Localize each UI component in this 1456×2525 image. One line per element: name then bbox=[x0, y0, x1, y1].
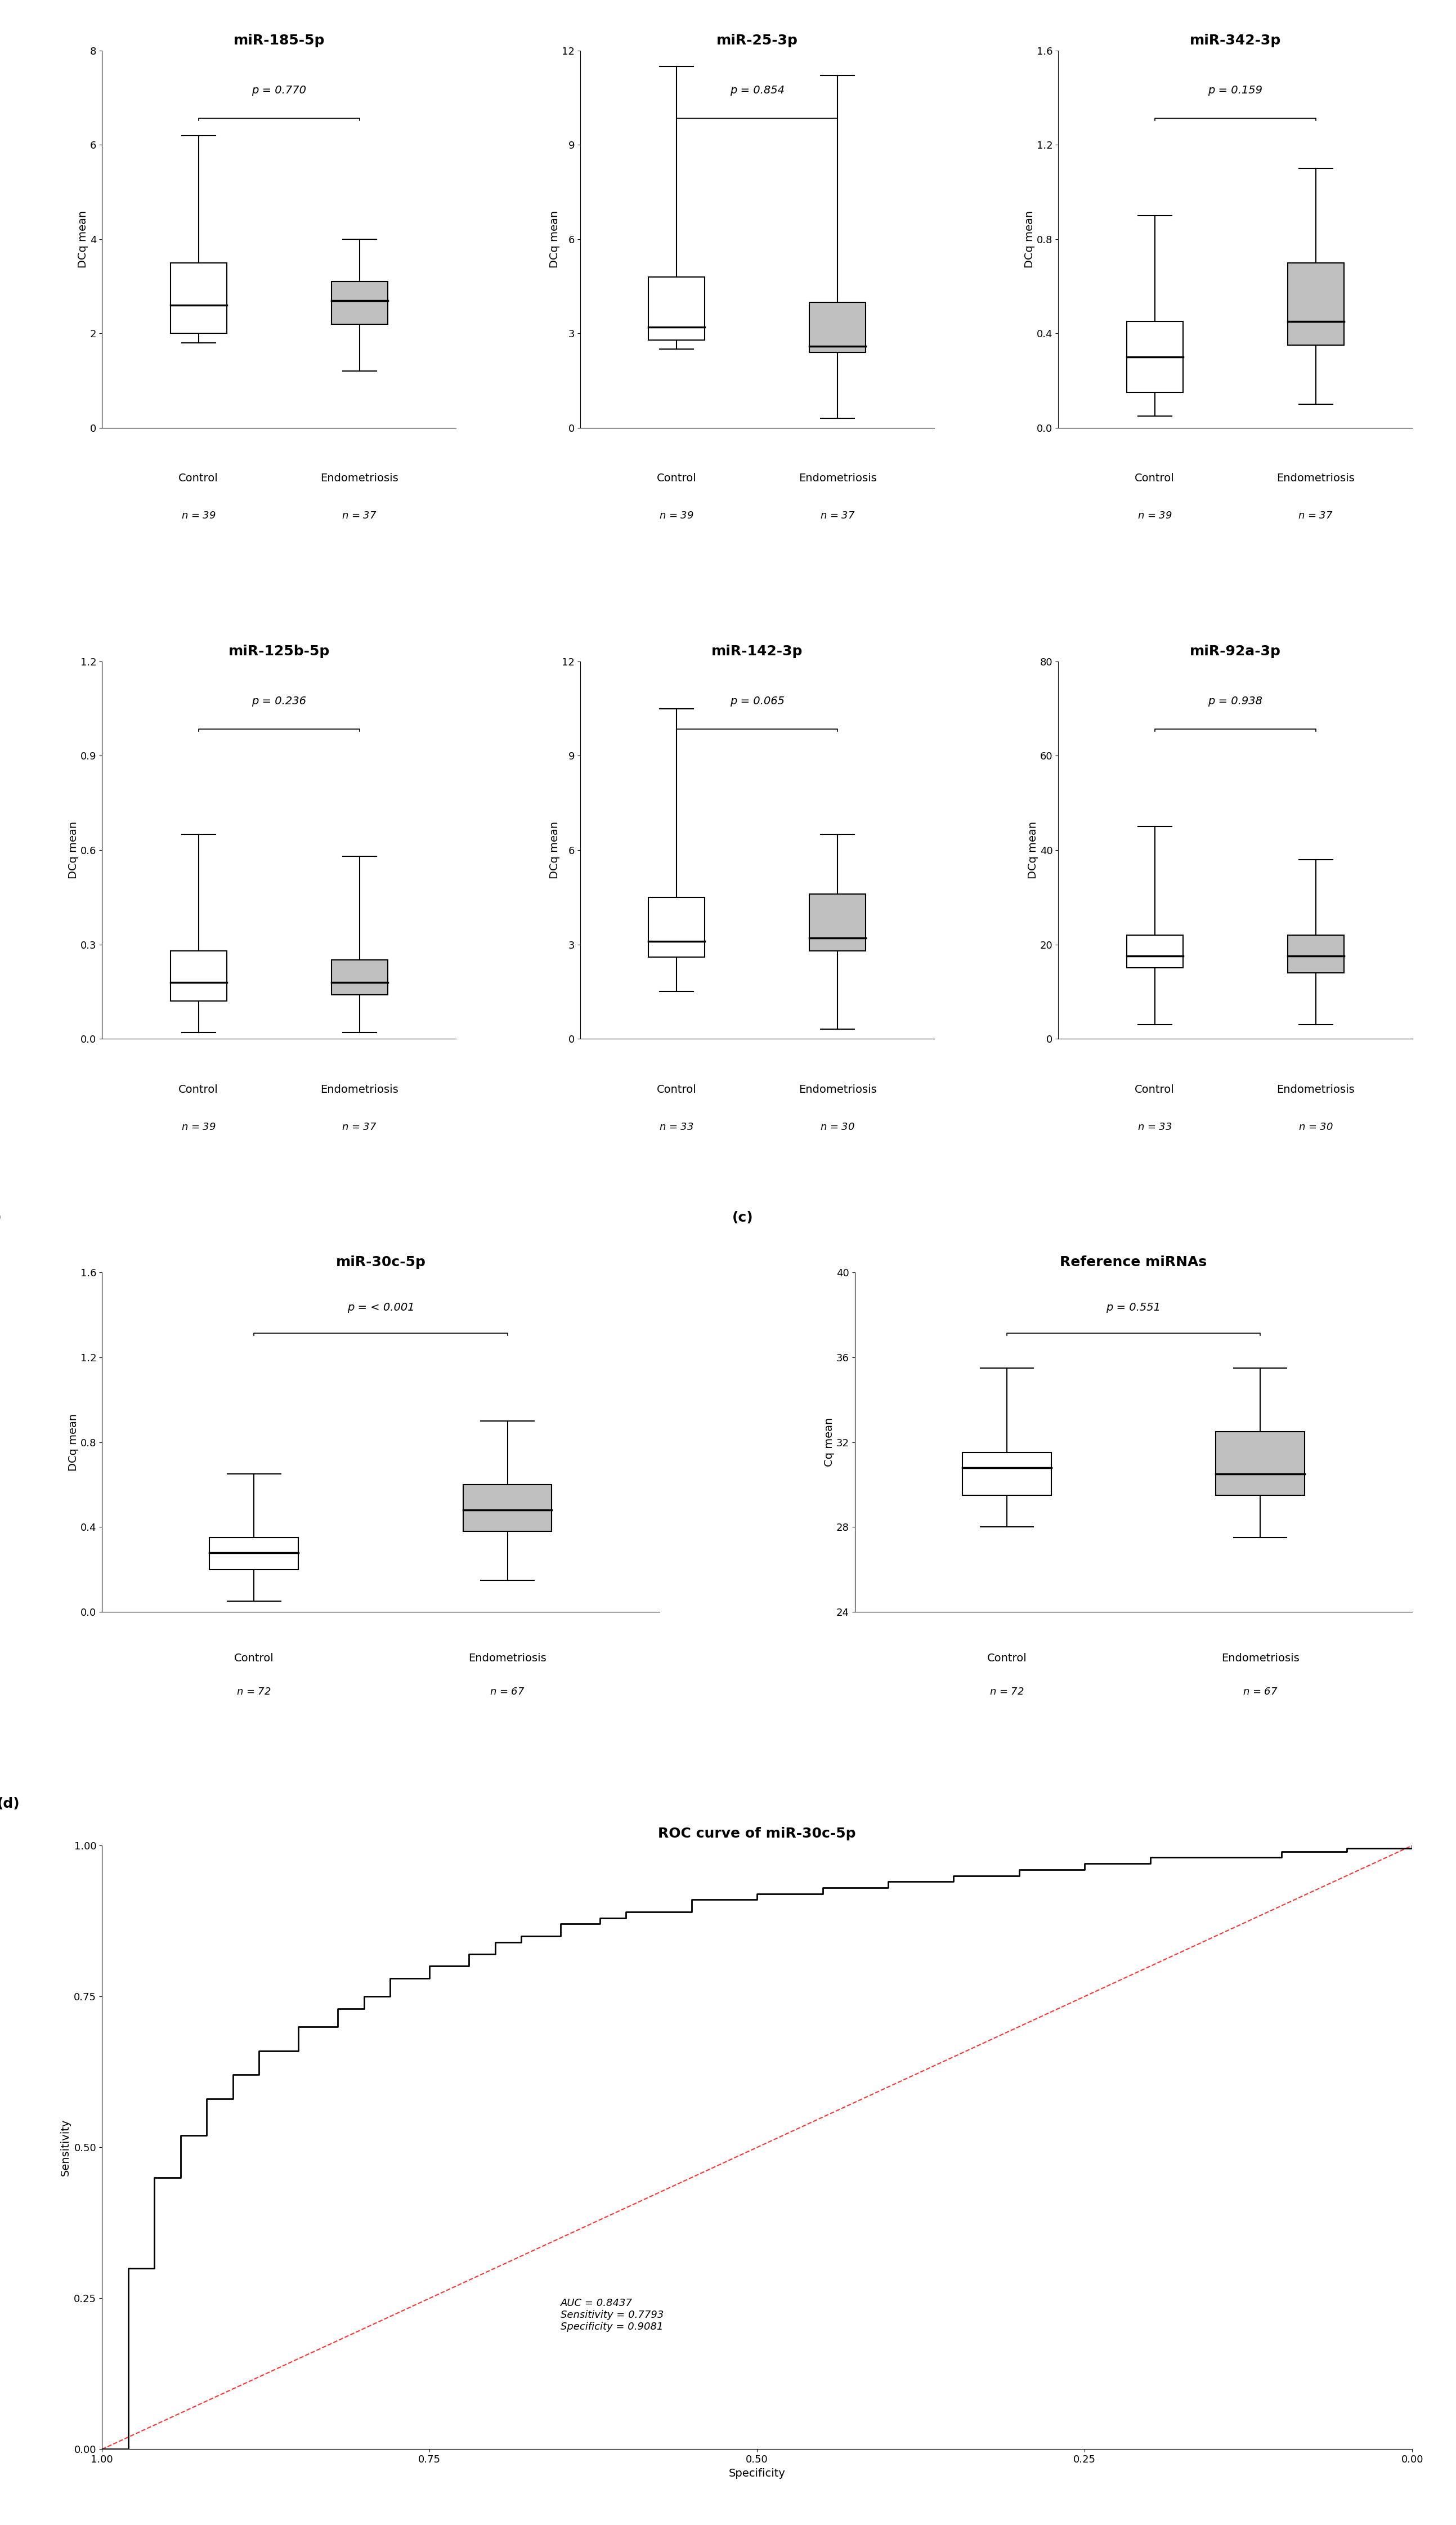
Text: p = 0.854: p = 0.854 bbox=[729, 86, 785, 96]
Title: miR-125b-5p: miR-125b-5p bbox=[229, 644, 329, 659]
Bar bbox=[1287, 934, 1344, 972]
Y-axis label: DCq mean: DCq mean bbox=[1025, 210, 1035, 268]
Text: Endometriosis: Endometriosis bbox=[798, 1083, 877, 1096]
Title: miR-92a-3p: miR-92a-3p bbox=[1190, 644, 1281, 659]
Text: Control: Control bbox=[657, 472, 696, 485]
Bar bbox=[648, 896, 705, 957]
Text: Endometriosis: Endometriosis bbox=[1277, 1083, 1354, 1096]
Bar bbox=[463, 1485, 552, 1530]
Text: Endometriosis: Endometriosis bbox=[1277, 472, 1354, 485]
Text: $n$ = 37: $n$ = 37 bbox=[820, 510, 855, 520]
Text: p = 0.938: p = 0.938 bbox=[1208, 697, 1262, 707]
Text: $n$ = 37: $n$ = 37 bbox=[342, 1121, 377, 1131]
Y-axis label: DCq mean: DCq mean bbox=[549, 210, 561, 268]
Y-axis label: DCq mean: DCq mean bbox=[68, 821, 79, 879]
Text: (c): (c) bbox=[732, 1212, 753, 1225]
Y-axis label: DCq mean: DCq mean bbox=[1028, 821, 1038, 879]
Title: miR-185-5p: miR-185-5p bbox=[233, 33, 325, 48]
Text: p = 0.065: p = 0.065 bbox=[729, 697, 785, 707]
Text: Endometriosis: Endometriosis bbox=[469, 1654, 546, 1664]
Bar bbox=[332, 960, 387, 995]
Bar bbox=[648, 278, 705, 341]
Text: p = 0.159: p = 0.159 bbox=[1208, 86, 1262, 96]
Bar bbox=[810, 303, 866, 354]
Text: Endometriosis: Endometriosis bbox=[798, 472, 877, 485]
Text: Control: Control bbox=[1134, 1083, 1175, 1096]
Text: p = 0.770: p = 0.770 bbox=[252, 86, 306, 96]
Text: Control: Control bbox=[657, 1083, 696, 1096]
Text: $n$ = 67: $n$ = 67 bbox=[489, 1687, 526, 1697]
Text: Endometriosis: Endometriosis bbox=[320, 472, 399, 485]
Text: $n$ = 72: $n$ = 72 bbox=[237, 1687, 271, 1697]
Text: $n$ = 39: $n$ = 39 bbox=[181, 1121, 215, 1131]
Bar bbox=[170, 263, 227, 333]
Title: Reference miRNAs: Reference miRNAs bbox=[1060, 1255, 1207, 1270]
Bar bbox=[962, 1452, 1051, 1495]
Text: p = 0.551: p = 0.551 bbox=[1107, 1303, 1160, 1313]
Text: Endometriosis: Endometriosis bbox=[320, 1083, 399, 1096]
Y-axis label: Sensitivity: Sensitivity bbox=[60, 2118, 71, 2177]
Bar bbox=[210, 1538, 298, 1571]
Y-axis label: DCq mean: DCq mean bbox=[77, 210, 89, 268]
Text: p = < 0.001: p = < 0.001 bbox=[347, 1303, 415, 1313]
Y-axis label: DCq mean: DCq mean bbox=[549, 821, 561, 879]
Bar bbox=[332, 283, 387, 323]
X-axis label: Specificity: Specificity bbox=[729, 2467, 785, 2480]
Text: $n$ = 33: $n$ = 33 bbox=[1137, 1121, 1172, 1131]
Text: Control: Control bbox=[234, 1654, 274, 1664]
Text: (d): (d) bbox=[0, 1798, 20, 1810]
Text: $n$ = 39: $n$ = 39 bbox=[660, 510, 695, 520]
Bar bbox=[1287, 263, 1344, 346]
Bar bbox=[170, 952, 227, 1000]
Text: Endometriosis: Endometriosis bbox=[1222, 1654, 1299, 1664]
Title: miR-30c-5p: miR-30c-5p bbox=[336, 1255, 425, 1270]
Text: AUC = 0.8437
Sensitivity = 0.7793
Specificity = 0.9081: AUC = 0.8437 Sensitivity = 0.7793 Specif… bbox=[561, 2298, 664, 2333]
Text: $n$ = 67: $n$ = 67 bbox=[1242, 1687, 1278, 1697]
Text: p = 0.236: p = 0.236 bbox=[252, 697, 306, 707]
Bar bbox=[1216, 1432, 1305, 1495]
Text: Control: Control bbox=[1134, 472, 1175, 485]
Title: miR-25-3p: miR-25-3p bbox=[716, 33, 798, 48]
Text: Control: Control bbox=[179, 472, 218, 485]
Text: $n$ = 72: $n$ = 72 bbox=[990, 1687, 1024, 1697]
Text: $n$ = 37: $n$ = 37 bbox=[342, 510, 377, 520]
Text: (b): (b) bbox=[0, 1212, 1, 1225]
Title: miR-342-3p: miR-342-3p bbox=[1190, 33, 1281, 48]
Bar bbox=[1127, 321, 1182, 391]
Bar bbox=[810, 894, 866, 952]
Bar bbox=[1127, 934, 1182, 967]
Text: $n$ = 37: $n$ = 37 bbox=[1299, 510, 1334, 520]
Text: Control: Control bbox=[987, 1654, 1026, 1664]
Text: Control: Control bbox=[179, 1083, 218, 1096]
Text: $n$ = 39: $n$ = 39 bbox=[181, 510, 215, 520]
Text: $n$ = 33: $n$ = 33 bbox=[660, 1121, 695, 1131]
Title: ROC curve of miR-30c-5p: ROC curve of miR-30c-5p bbox=[658, 1828, 856, 1841]
Text: $n$ = 30: $n$ = 30 bbox=[1299, 1121, 1334, 1131]
Y-axis label: DCq mean: DCq mean bbox=[68, 1414, 79, 1472]
Text: $n$ = 30: $n$ = 30 bbox=[820, 1121, 855, 1131]
Y-axis label: Cq mean: Cq mean bbox=[824, 1417, 834, 1467]
Title: miR-142-3p: miR-142-3p bbox=[712, 644, 802, 659]
Text: $n$ = 39: $n$ = 39 bbox=[1137, 510, 1172, 520]
